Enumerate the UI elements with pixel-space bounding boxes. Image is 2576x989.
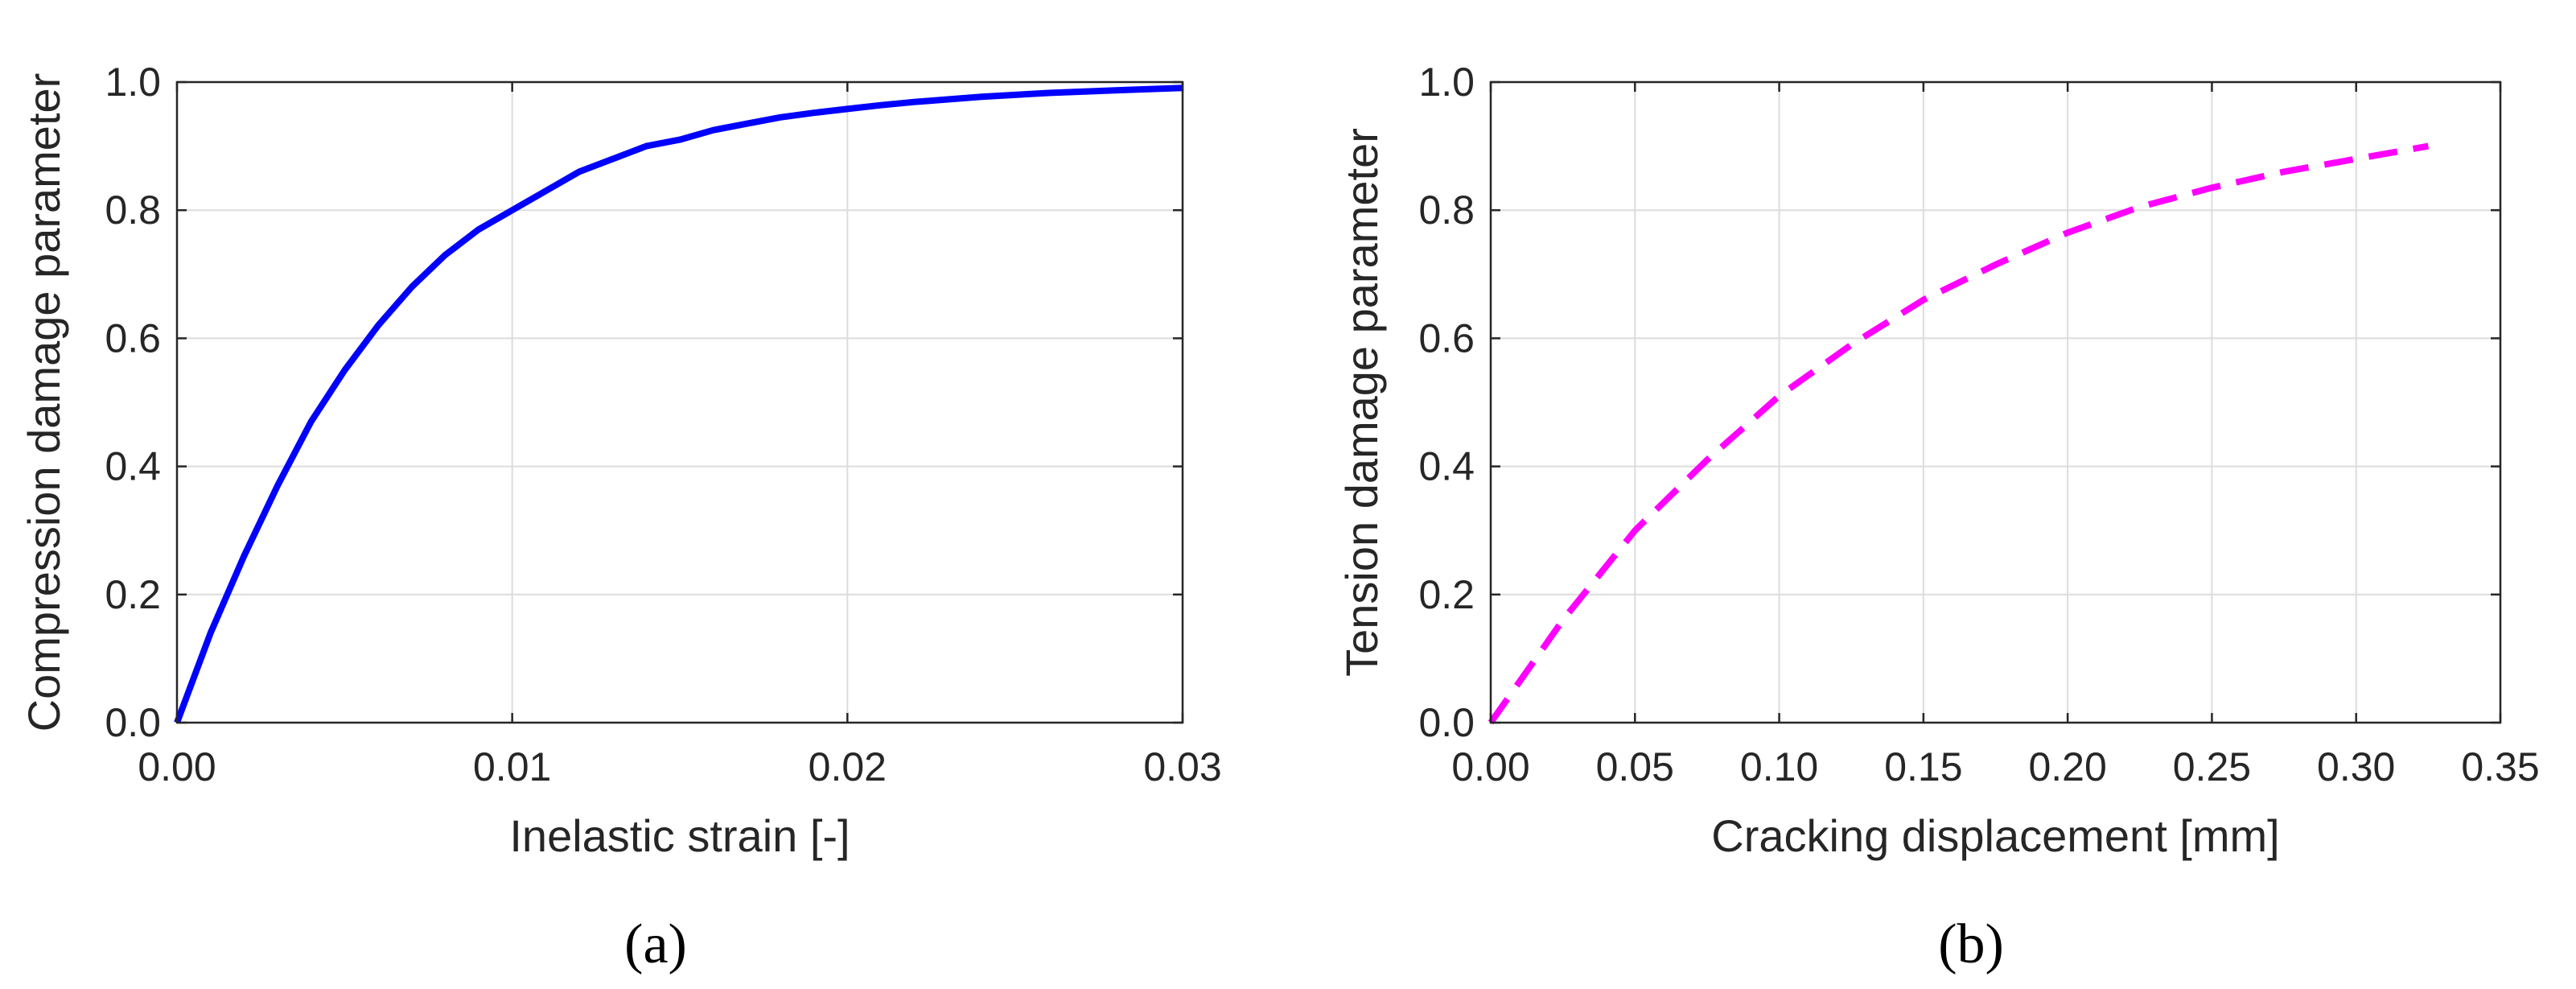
x-tick-label: 0.30 bbox=[2317, 744, 2395, 789]
x-tick-label: 0.10 bbox=[1740, 744, 1818, 789]
x-axis-label: Inelastic strain [-] bbox=[509, 810, 850, 861]
chart-compression-damage: 0.00 0.01 0.02 0.03 0.0 0.2 0.4 0.6 0.8 1.0 Inelas… bbox=[19, 60, 1222, 975]
y-tick-label: 1.0 bbox=[105, 60, 161, 105]
x-tick-label: 0.35 bbox=[2461, 744, 2539, 789]
series-line-1 bbox=[174, 84, 1183, 724]
x-tick-label: 0.01 bbox=[473, 744, 551, 789]
series-line-1 bbox=[1488, 142, 2430, 725]
panel-label: (b) bbox=[1938, 913, 2004, 975]
x-tick-label: 0.05 bbox=[1596, 744, 1674, 789]
y-tick-label: 0.4 bbox=[105, 444, 161, 489]
y-tick-label: 0.0 bbox=[1418, 700, 1475, 745]
y-tick-label: 0.6 bbox=[105, 315, 161, 361]
y-tick-label: 0.4 bbox=[1418, 444, 1475, 489]
y-tick-label: 0.2 bbox=[105, 572, 161, 617]
chart-tension-damage: 0.00 0.05 0.10 0.15 0.20 0.25 0.30 0.35 0.0 0.2 0.… bbox=[1336, 60, 2540, 975]
panel-label: (a) bbox=[624, 913, 687, 975]
axes-box bbox=[1489, 80, 2502, 724]
y-tick-label: 0.8 bbox=[105, 187, 161, 233]
y-tick-label: 0.0 bbox=[105, 700, 161, 745]
axes-box bbox=[175, 80, 1184, 724]
y-axis-label: Compression damage parameter bbox=[19, 73, 69, 732]
x-tick-label: 0.15 bbox=[1884, 744, 1962, 789]
y-tick-label: 0.8 bbox=[1418, 187, 1475, 233]
x-tick-label: 0.25 bbox=[2173, 744, 2251, 789]
x-axis-label: Cracking displacement [mm] bbox=[1711, 810, 2279, 861]
x-tick-label: 0.00 bbox=[138, 744, 216, 789]
y-tick-label: 1.0 bbox=[1418, 60, 1475, 105]
y-tick-label: 0.2 bbox=[1418, 572, 1475, 617]
y-axis-label: Tension damage parameter bbox=[1336, 128, 1387, 677]
y-tick-label: 0.6 bbox=[1418, 315, 1475, 361]
x-tick-label: 0.20 bbox=[2028, 744, 2106, 789]
x-tick-label: 0.00 bbox=[1451, 744, 1529, 789]
x-tick-label: 0.02 bbox=[809, 744, 887, 789]
x-tick-label: 0.03 bbox=[1143, 744, 1221, 789]
